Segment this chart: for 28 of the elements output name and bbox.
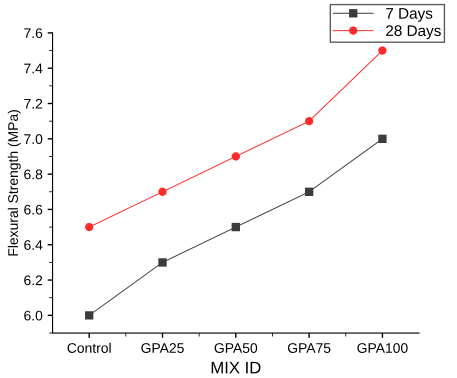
- y-axis-title: Flexural Strength (MPa): [8, 110, 21, 256]
- y-tick-label: 7.0: [24, 134, 42, 144]
- y-tick-label: 6.2: [24, 275, 42, 286]
- point: [232, 152, 240, 161]
- y-tick-label: 6.8: [24, 169, 42, 180]
- y-tick-label: 6.4: [24, 240, 42, 250]
- point: [85, 222, 94, 232]
- x-tick-label: GPA75: [288, 343, 330, 353]
- y-tick-label: 6.6: [24, 204, 42, 215]
- y-tick-label: 6.0: [24, 310, 42, 321]
- legend-label: 7 Days: [386, 8, 432, 22]
- x-tick-label: GPA25: [141, 343, 184, 353]
- point: [158, 188, 167, 196]
- legend-label: 28 Days: [386, 25, 441, 40]
- x-tick-label: GPA50: [214, 343, 258, 353]
- y-tick-label: 7.2: [24, 98, 42, 109]
- y-tick-label: 7.4: [24, 64, 42, 74]
- point: [378, 134, 387, 143]
- x-tick-label: GPA100: [357, 343, 408, 353]
- x-axis-title: MIX ID: [212, 362, 260, 374]
- point: [85, 311, 94, 320]
- point: [378, 46, 387, 55]
- point: [304, 116, 314, 126]
- point: [158, 258, 167, 267]
- point: [304, 188, 314, 196]
- x-tick-label: Control: [68, 342, 111, 353]
- point: [232, 222, 240, 232]
- y-tick-label: 7.6: [24, 28, 42, 38]
